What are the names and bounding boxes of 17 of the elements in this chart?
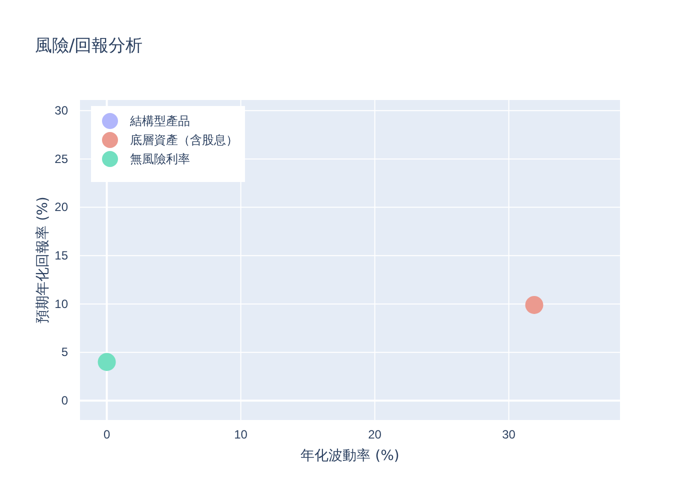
y-tick-label: 10: [54, 296, 68, 311]
y-tick-label: 15: [54, 248, 68, 262]
legend-label: 底層資產（含股息）: [130, 133, 238, 147]
legend-label: 結構型產品: [129, 114, 190, 128]
legend-label: 無風險利率: [130, 152, 190, 166]
x-tick-label: 20: [368, 428, 382, 442]
y-tick-label: 0: [61, 394, 68, 408]
y-tick-label: 20: [54, 200, 68, 214]
x-tick-label: 10: [234, 428, 248, 442]
y-tick-label: 5: [61, 345, 68, 360]
y-tick-label: 25: [54, 152, 68, 166]
y-tick-label: 30: [54, 103, 68, 118]
y-axis-title: 預期年化回報率 (%): [35, 196, 51, 324]
x-tick-label: 30: [502, 428, 516, 442]
x-axis-title: 年化波動率 (%): [300, 448, 400, 464]
chart-title: 風險/回報分析: [35, 36, 143, 56]
x-tick-label: 0: [103, 428, 110, 442]
